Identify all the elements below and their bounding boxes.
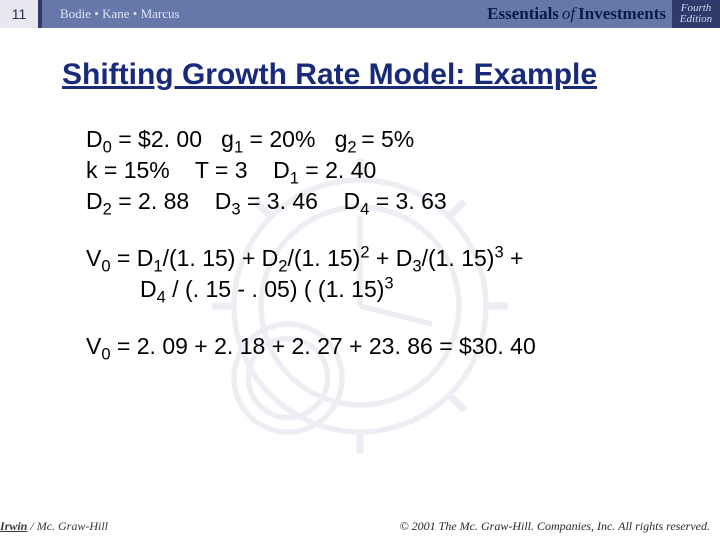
slide-title: Shifting Growth Rate Model: Example bbox=[62, 58, 720, 92]
page-number: 11 bbox=[0, 0, 38, 28]
edition-badge: Fourth Edition bbox=[672, 0, 720, 28]
slide-footer: Irwin / Mc. Graw-Hill © 2001 The Mc. Gra… bbox=[0, 519, 720, 534]
footer-irwin: Irwin bbox=[0, 519, 27, 533]
formula-line: D4 / (. 15 - . 05) ( (1. 15)3 bbox=[86, 274, 720, 305]
slide-header: 11 Bodie • Kane • Marcus Essentials of I… bbox=[0, 0, 720, 28]
authors-text: Bodie • Kane • Marcus bbox=[42, 0, 487, 28]
param-line: k = 15% T = 3 D1 = 2. 40 bbox=[86, 155, 720, 186]
param-line: D2 = 2. 88 D3 = 3. 46 D4 = 3. 63 bbox=[86, 186, 720, 217]
book-title: Essentials of Investments bbox=[487, 0, 672, 28]
edition-line2: Edition bbox=[680, 14, 712, 25]
slide-content: D0 = $2. 00 g1 = 20% g2 = 5% k = 15% T =… bbox=[86, 124, 720, 362]
footer-publisher: / Mc. Graw-Hill bbox=[27, 519, 108, 533]
parameters-block: D0 = $2. 00 g1 = 20% g2 = 5% k = 15% T =… bbox=[86, 124, 720, 217]
param-line: D0 = $2. 00 g1 = 20% g2 = 5% bbox=[86, 124, 720, 155]
book-title-part-b: Investments bbox=[578, 4, 666, 24]
result-line: V0 = 2. 09 + 2. 18 + 2. 27 + 23. 86 = $3… bbox=[86, 331, 720, 362]
result-block: V0 = 2. 09 + 2. 18 + 2. 27 + 23. 86 = $3… bbox=[86, 331, 720, 362]
footer-left: Irwin / Mc. Graw-Hill bbox=[0, 519, 108, 534]
formula-block: V0 = D1/(1. 15) + D2/(1. 15)2 + D3/(1. 1… bbox=[86, 243, 720, 305]
book-title-of: of bbox=[562, 4, 575, 24]
book-title-part-a: Essentials bbox=[487, 4, 559, 24]
formula-line: V0 = D1/(1. 15) + D2/(1. 15)2 + D3/(1. 1… bbox=[86, 243, 720, 274]
footer-copyright: © 2001 The Mc. Graw-Hill. Companies, Inc… bbox=[400, 519, 710, 534]
